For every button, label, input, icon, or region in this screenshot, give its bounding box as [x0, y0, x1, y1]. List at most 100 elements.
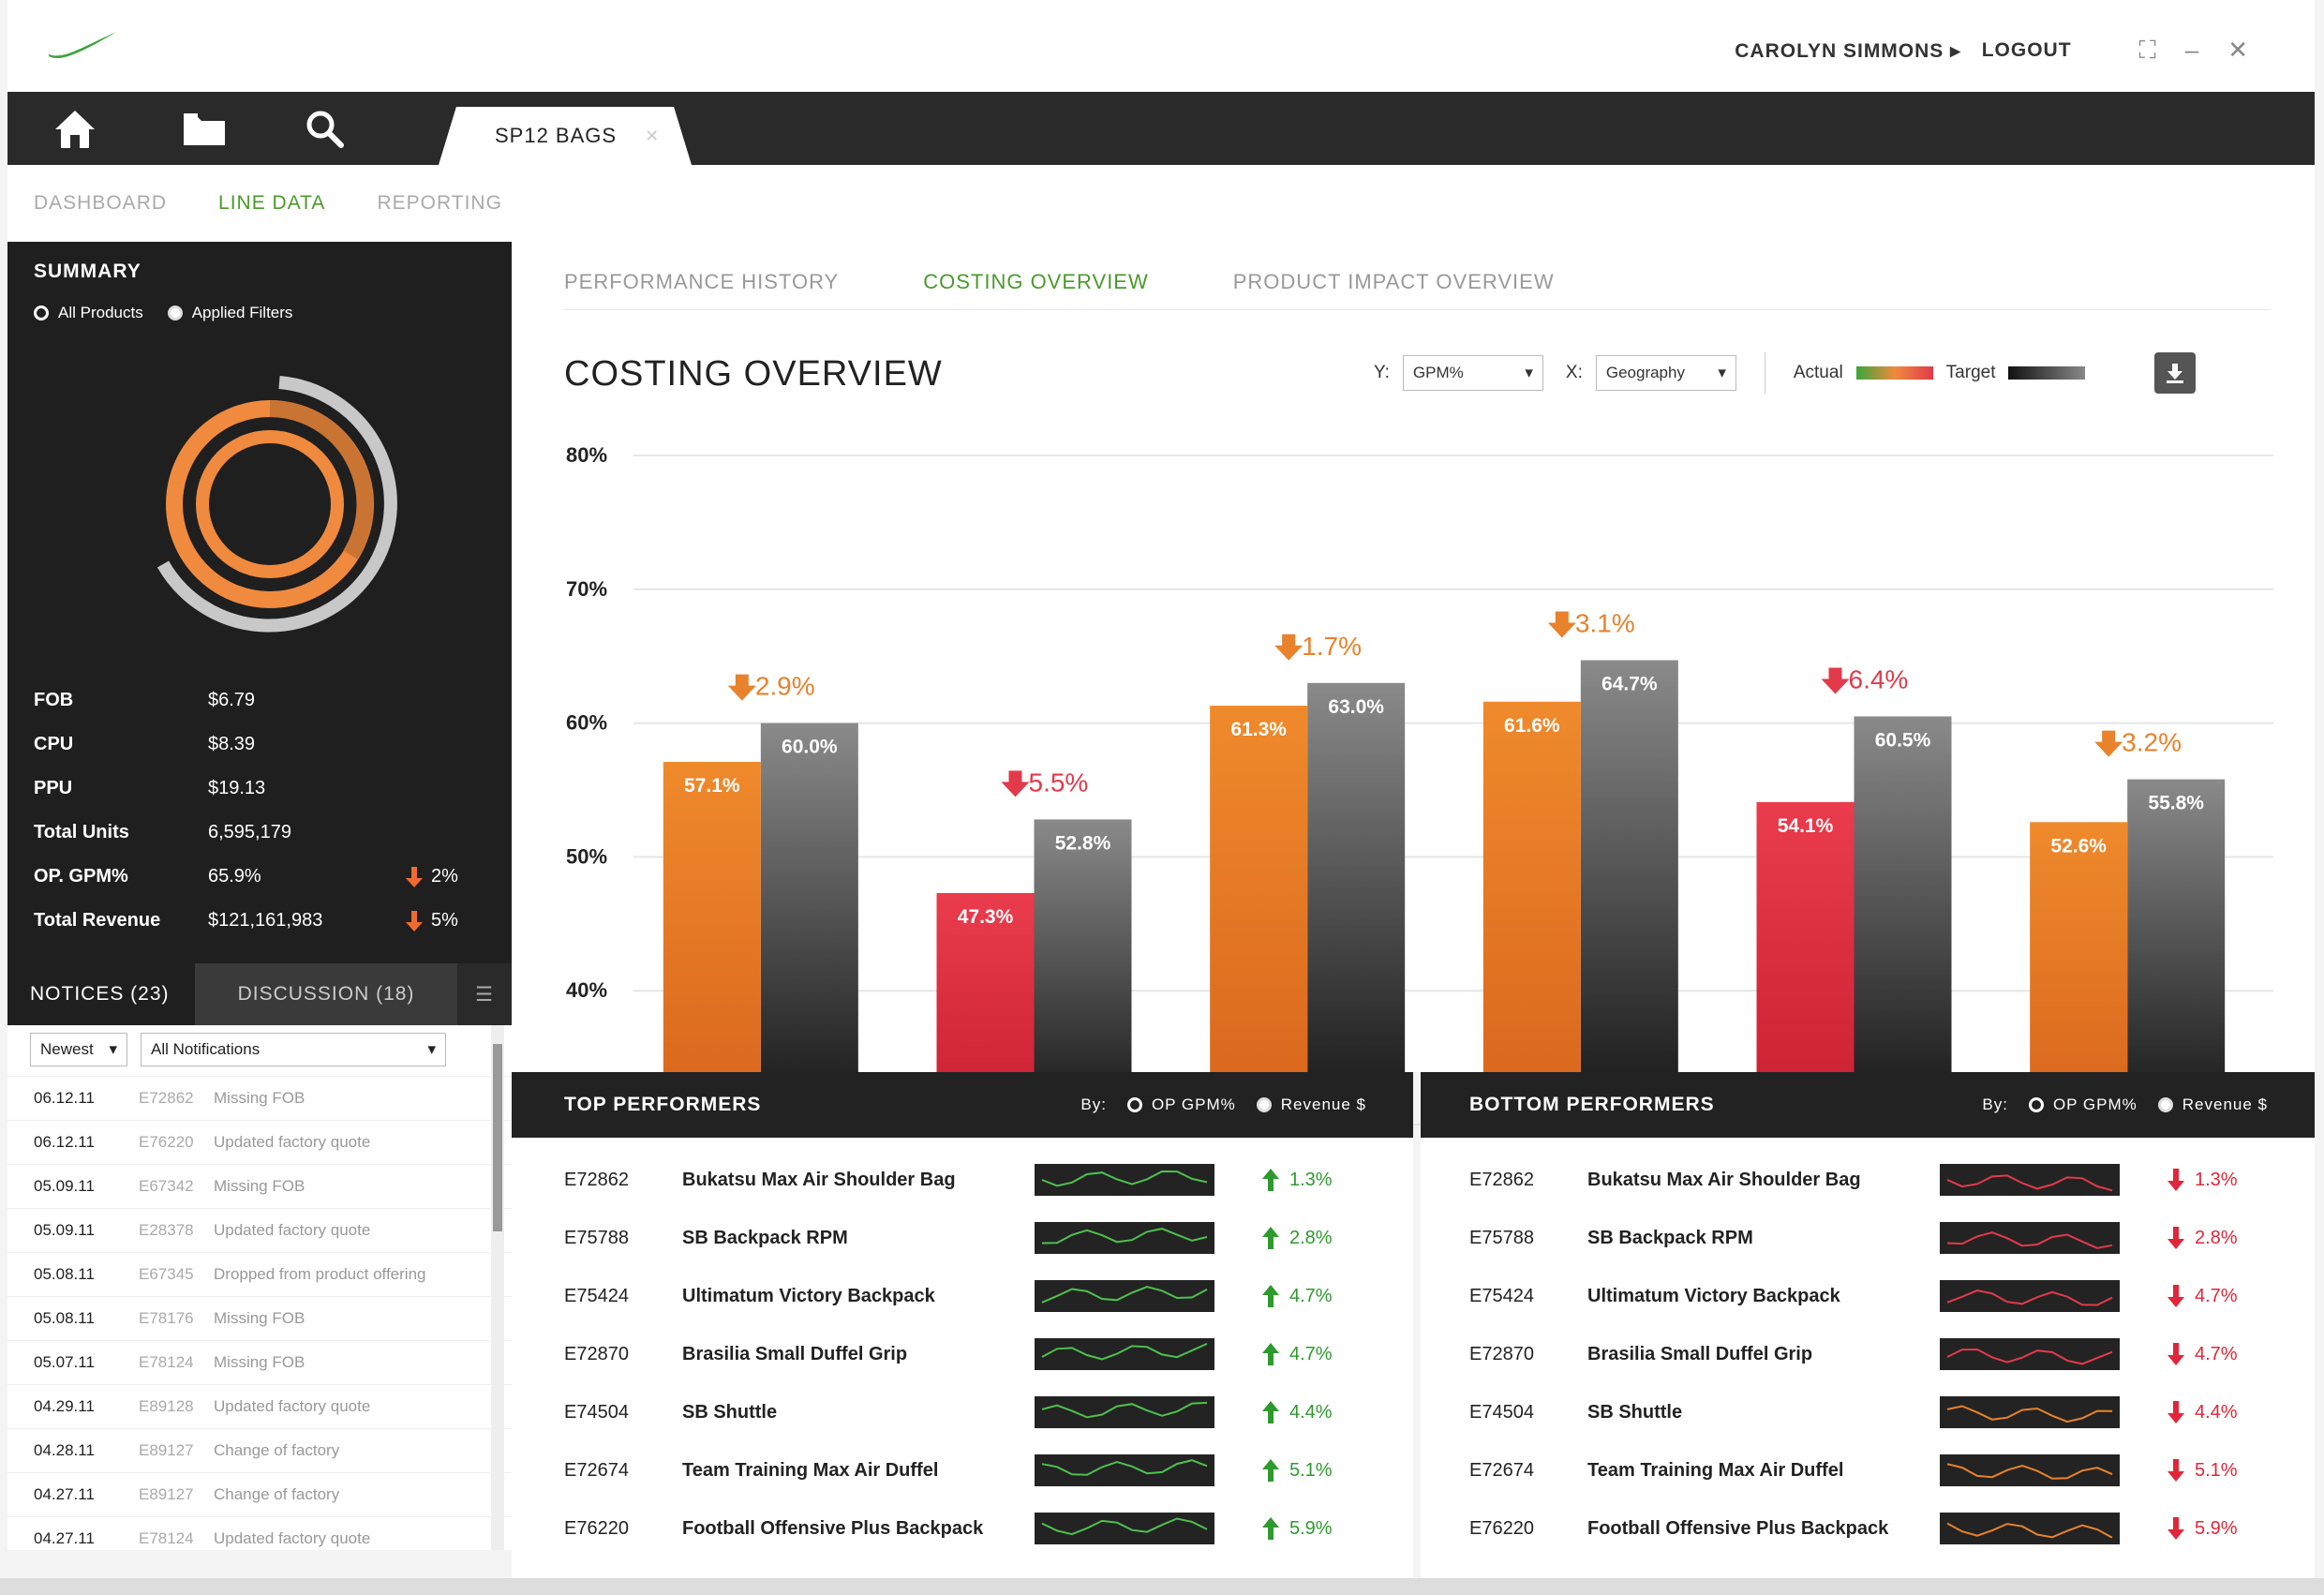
arrow-up-icon	[1262, 1517, 1279, 1540]
radio-revenue[interactable]: Revenue $	[2157, 1096, 2268, 1114]
notice-row[interactable]: 05.09.11 E67342 Missing FOB	[7, 1164, 512, 1208]
y-axis-dropdown[interactable]: GPM% ▾	[1402, 355, 1543, 391]
caret-right-icon: ▸	[1950, 39, 1961, 62]
performer-row[interactable]: E72862 Bukatsu Max Air Shoulder Bag 1.3%	[1421, 1151, 2315, 1209]
performer-row[interactable]: E76220 Football Offensive Plus Backpack 5.…	[1421, 1499, 2315, 1558]
arrow-down-icon	[406, 910, 423, 932]
arrow-up-icon	[1262, 1459, 1279, 1482]
notice-row[interactable]: 04.27.11 E89127 Change of factory	[7, 1472, 512, 1516]
subnav-reporting[interactable]: REPORTING	[377, 192, 502, 214]
search-icon[interactable]	[296, 105, 352, 152]
x-axis-dropdown[interactable]: Geography ▾	[1595, 355, 1736, 391]
target-bar[interactable]	[1854, 716, 1952, 1125]
scrollbar-thumb[interactable]	[493, 1044, 502, 1231]
sort-dropdown[interactable]: Newest ▾	[30, 1033, 127, 1066]
radio-all-products[interactable]: All Products	[34, 304, 143, 322]
performer-row[interactable]: E75424 Ultimatum Victory Backpack 4.7%	[1421, 1267, 2315, 1325]
actual-bar[interactable]	[663, 762, 761, 1125]
sort-by-label: By:	[1982, 1096, 2008, 1113]
target-bar[interactable]	[760, 723, 858, 1125]
product-name: Ultimatum Victory Backpack	[682, 1285, 935, 1306]
performer-row[interactable]: E72870 Brasilia Small Duffel Grip 4.7%	[1421, 1325, 2315, 1383]
subnav-line-data[interactable]: LINE DATA	[218, 192, 326, 214]
radio-revenue[interactable]: Revenue $	[1256, 1096, 1366, 1114]
logout-link[interactable]: LOGOUT	[1981, 39, 2072, 61]
arrow-down-icon	[2168, 1517, 2184, 1540]
radio-applied-filters[interactable]: Applied Filters	[167, 304, 293, 322]
performer-row[interactable]: E74504 SB Shuttle 4.4%	[1421, 1383, 2315, 1441]
tab-discussion[interactable]: DISCUSSION (18)	[195, 963, 457, 1025]
user-menu[interactable]: CAROLYN SIMMONS ▸	[1735, 39, 1960, 63]
notice-row[interactable]: 06.12.11 E76220 Updated factory quote	[7, 1120, 512, 1164]
radio-label: Applied Filters	[191, 304, 293, 321]
notice-row[interactable]: 06.12.11 E72862 Missing FOB	[7, 1076, 512, 1120]
target-bar[interactable]	[1580, 660, 1678, 1125]
tab-product-impact-overview[interactable]: PRODUCT IMPACT OVERVIEW	[1232, 270, 1555, 293]
change-value: 2.8%	[1289, 1227, 1333, 1248]
notice-row[interactable]: 05.08.11 E67345 Dropped from product offer…	[7, 1252, 512, 1296]
tab-sp12-bags[interactable]: SP12 BAGS ✕	[439, 107, 692, 165]
tab-costing-overview[interactable]: COSTING OVERVIEW	[923, 270, 1149, 293]
tab-close-icon[interactable]: ✕	[645, 126, 661, 145]
home-icon[interactable]	[47, 105, 103, 152]
radio-op-gpm[interactable]: OP GPM%	[1126, 1096, 1236, 1114]
minimize-icon[interactable]: –	[2184, 36, 2200, 64]
metric-label: OP. GPM%	[34, 866, 128, 887]
target-bar-label: 60.5%	[1875, 729, 1931, 751]
close-icon[interactable]: ✕	[2227, 36, 2249, 64]
notification-filter-dropdown[interactable]: All Notifications ▾	[141, 1033, 446, 1066]
target-bar[interactable]	[2127, 779, 2226, 1125]
notice-row[interactable]: 04.27.11 E78124 Updated factory quote	[7, 1516, 512, 1550]
product-id: E75424	[564, 1285, 629, 1306]
status-bar	[0, 1578, 2324, 1595]
product-name: Ultimatum Victory Backpack	[1587, 1285, 1840, 1306]
performer-row[interactable]: E72674 Team Training Max Air Duffel 5.1%	[512, 1441, 1413, 1499]
notice-row[interactable]: 05.09.11 E28378 Updated factory quote	[7, 1208, 512, 1252]
folder-icon[interactable]	[176, 105, 232, 152]
download-button[interactable]	[2154, 352, 2197, 394]
notice-row[interactable]: 05.08.11 E78176 Missing FOB	[7, 1296, 512, 1340]
menu-icon[interactable]: ☰	[457, 963, 512, 1025]
product-name: Brasilia Small Duffel Grip	[682, 1343, 908, 1364]
delta-label: 2.9%	[755, 672, 815, 701]
performer-row[interactable]: E72674 Team Training Max Air Duffel 5.1%	[1421, 1441, 2315, 1499]
performer-row[interactable]: E72870 Brasilia Small Duffel Grip 4.7%	[512, 1325, 1413, 1383]
subnav-dashboard[interactable]: DASHBOARD	[34, 192, 168, 214]
notice-row[interactable]: 04.29.11 E89128 Updated factory quote	[7, 1384, 512, 1428]
target-bar[interactable]	[1307, 682, 1406, 1125]
performer-row[interactable]: E75788 SB Backpack RPM 2.8%	[1421, 1209, 2315, 1267]
actual-bar[interactable]	[1756, 801, 1855, 1125]
metric-label: Total Revenue	[34, 910, 161, 931]
notice-row[interactable]: 04.28.11 E89127 Change of factory	[7, 1428, 512, 1472]
delta-label: 3.1%	[1575, 608, 1635, 637]
delta-label: 6.4%	[1849, 664, 1909, 693]
performer-row[interactable]: E75424 Ultimatum Victory Backpack 4.7%	[512, 1267, 1413, 1325]
notice-date: 05.09.11	[34, 1177, 95, 1195]
performer-row[interactable]: E75788 SB Backpack RPM 2.8%	[512, 1209, 1413, 1267]
notice-row[interactable]: 05.07.11 E78124 Missing FOB	[7, 1340, 512, 1384]
product-name: Team Training Max Air Duffel	[682, 1459, 939, 1481]
notice-date: 04.29.11	[34, 1397, 95, 1415]
y-tick-label: 80%	[566, 443, 607, 467]
tab-performance-history[interactable]: PERFORMANCE HISTORY	[564, 270, 840, 293]
actual-bar[interactable]	[1482, 701, 1581, 1125]
scrollbar[interactable]	[491, 1025, 504, 1550]
product-id: E76220	[1469, 1517, 1534, 1539]
performer-row[interactable]: E76220 Football Offensive Plus Backpack 5.…	[512, 1499, 1413, 1558]
radio-unselected-icon	[167, 306, 183, 320]
fullscreen-icon[interactable]: ⛶	[2138, 36, 2157, 64]
performer-row[interactable]: E72862 Bukatsu Max Air Shoulder Bag 1.3%	[512, 1151, 1413, 1209]
performer-row[interactable]: E74504 SB Shuttle 4.4%	[512, 1383, 1413, 1441]
summary-title: SUMMARY	[34, 261, 142, 282]
nav-bar: SP12 BAGS ✕	[7, 92, 2315, 165]
radio-label: All Products	[58, 304, 143, 321]
target-bar-label: 63.0%	[1328, 696, 1384, 718]
metric-row: CPU $8.39	[34, 723, 484, 767]
tab-notices[interactable]: NOTICES (23)	[7, 963, 195, 1025]
actual-bar[interactable]	[1210, 706, 1308, 1125]
arrow-down-icon	[2168, 1227, 2184, 1249]
metric-delta: 5%	[431, 910, 458, 931]
sparkline	[1940, 1222, 2120, 1254]
notices-list: Newest ▾ All Notifications ▾ 06.12.11 E7286…	[7, 1025, 512, 1550]
radio-op-gpm[interactable]: OP GPM%	[2028, 1096, 2138, 1114]
